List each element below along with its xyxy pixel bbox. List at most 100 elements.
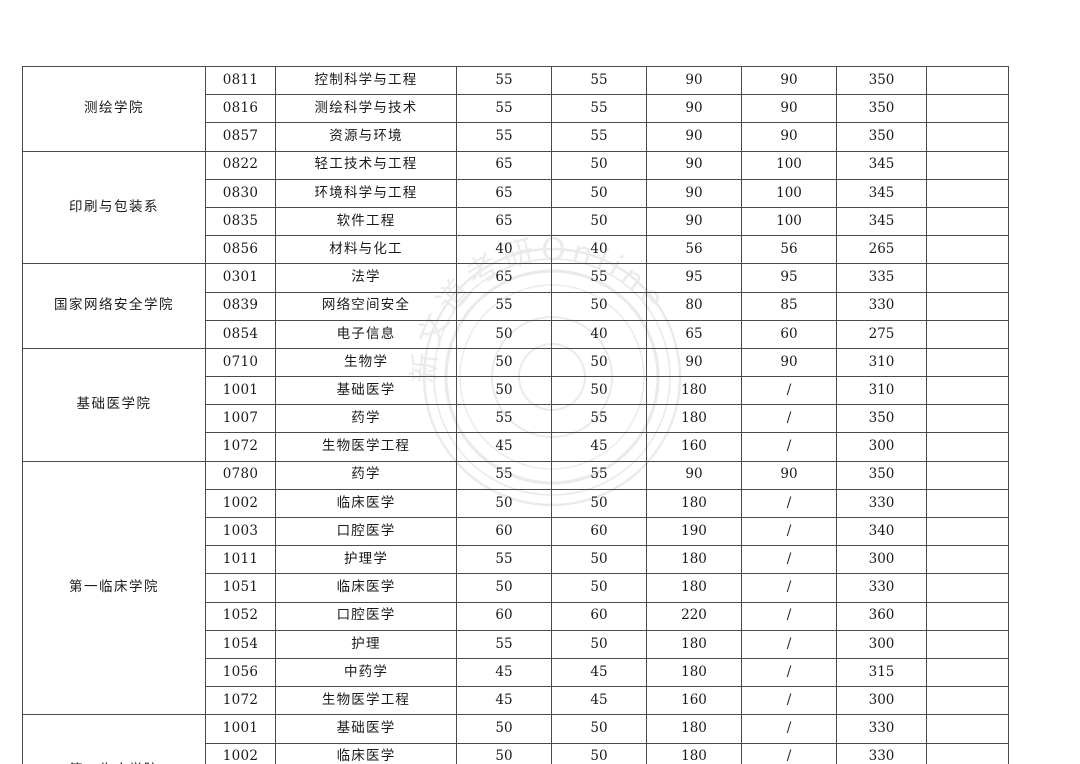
major-name-cell: 轻工技术与工程 xyxy=(275,150,457,180)
major-code-cell: 1001 xyxy=(205,714,276,744)
score-subject4-cell: 90 xyxy=(741,347,837,378)
major-code-cell: 0856 xyxy=(205,235,276,265)
major-name-cell: 中药学 xyxy=(275,657,457,688)
major-code-cell: 1072 xyxy=(205,686,276,716)
score-foreign-cell: 45 xyxy=(551,657,647,688)
score-subject4-cell: 90 xyxy=(741,65,837,96)
major-name-cell: 软件工程 xyxy=(275,206,457,237)
score-political-cell: 60 xyxy=(456,601,552,631)
score-line-table: 测绘学院 0811 控制科学与工程 55 55 90 90 350 0816 测绘科学与技术 55 5… xyxy=(22,65,1009,764)
table-row: 第一临床学院 0780 药学 55 55 90 90 350 xyxy=(22,460,1009,716)
score-subject4-cell: / xyxy=(741,376,837,406)
major-code-cell: 0301 xyxy=(205,263,276,293)
college-name-cell: 第二临床学院 xyxy=(22,714,206,764)
score-subject4-cell: / xyxy=(741,742,837,764)
major-name-cell: 口腔医学 xyxy=(275,601,457,631)
major-code-cell: 0835 xyxy=(205,206,276,237)
score-subject3-cell: 220 xyxy=(646,601,742,631)
score-political-cell: 55 xyxy=(456,460,552,490)
remark-cell xyxy=(926,432,1009,462)
score-subject4-cell: / xyxy=(741,657,837,688)
major-code-cell: 1007 xyxy=(205,404,276,434)
major-name-cell: 材料与化工 xyxy=(275,235,457,265)
score-foreign-cell: 50 xyxy=(551,178,647,208)
score-subject4-cell: 56 xyxy=(741,235,837,265)
score-total-cell: 350 xyxy=(836,94,927,124)
major-code-cell: 0830 xyxy=(205,178,276,208)
score-subject3-cell: 95 xyxy=(646,263,742,293)
remark-cell xyxy=(926,291,1009,321)
score-subject3-cell: 90 xyxy=(646,347,742,378)
major-code-cell: 0780 xyxy=(205,460,276,490)
major-code-cell: 0822 xyxy=(205,150,276,180)
score-foreign-cell: 55 xyxy=(551,122,647,152)
score-foreign-cell: 50 xyxy=(551,488,647,519)
score-subject4-cell: / xyxy=(741,714,837,744)
score-foreign-cell: 50 xyxy=(551,291,647,321)
major-name-cell: 生物医学工程 xyxy=(275,432,457,462)
score-total-cell: 300 xyxy=(836,432,927,462)
score-subject4-cell: 100 xyxy=(741,150,837,180)
score-subject4-cell: / xyxy=(741,573,837,603)
score-subject4-cell: 60 xyxy=(741,319,837,349)
score-political-cell: 55 xyxy=(456,404,552,434)
score-subject3-cell: 90 xyxy=(646,65,742,96)
remark-cell xyxy=(926,460,1009,490)
score-foreign-cell: 55 xyxy=(551,460,647,490)
score-total-cell: 335 xyxy=(836,263,927,293)
score-subject4-cell: / xyxy=(741,545,837,575)
score-subject3-cell: 56 xyxy=(646,235,742,265)
major-code-cell: 1072 xyxy=(205,432,276,462)
table-row: 1072 生物医学工程 45 45 160/300 xyxy=(23,686,1009,716)
score-political-cell: 50 xyxy=(456,573,552,603)
remark-cell xyxy=(926,65,1009,96)
remark-cell xyxy=(926,319,1009,349)
score-total-cell: 330 xyxy=(836,573,927,603)
score-foreign-cell: 50 xyxy=(551,150,647,180)
score-subject3-cell: 180 xyxy=(646,488,742,519)
major-code-cell: 1052 xyxy=(205,601,276,631)
major-name-cell: 临床医学 xyxy=(275,573,457,603)
score-subject4-cell: / xyxy=(741,686,837,716)
score-total-cell: 350 xyxy=(836,460,927,490)
score-subject3-cell: 180 xyxy=(646,742,742,764)
table-row: 0835 软件工程 65 50 90 100 345 xyxy=(23,206,1009,237)
major-code-cell: 1002 xyxy=(205,742,276,764)
score-total-cell: 300 xyxy=(836,629,927,659)
major-name-cell: 护理学 xyxy=(275,545,457,575)
score-foreign-cell: 50 xyxy=(551,347,647,378)
remark-cell xyxy=(926,686,1009,716)
score-political-cell: 50 xyxy=(456,376,552,406)
score-total-cell: 330 xyxy=(836,488,927,519)
remark-cell xyxy=(926,206,1009,237)
score-political-cell: 45 xyxy=(456,686,552,716)
score-political-cell: 55 xyxy=(456,545,552,575)
score-total-cell: 350 xyxy=(836,122,927,152)
table-row: 0857 资源与环境 55 55 90 90 350 xyxy=(23,122,1009,152)
major-code-cell: 0816 xyxy=(205,94,276,124)
score-subject4-cell: 90 xyxy=(741,94,837,124)
score-subject4-cell: 100 xyxy=(741,206,837,237)
major-code-cell: 1051 xyxy=(205,573,276,603)
score-foreign-cell: 50 xyxy=(551,573,647,603)
score-subject4-cell: / xyxy=(741,404,837,434)
score-foreign-cell: 55 xyxy=(551,404,647,434)
major-code-cell: 0811 xyxy=(205,65,276,96)
major-name-cell: 临床医学 xyxy=(275,488,457,519)
score-total-cell: 345 xyxy=(836,206,927,237)
score-political-cell: 45 xyxy=(456,657,552,688)
remark-cell xyxy=(926,545,1009,575)
score-political-cell: 65 xyxy=(456,263,552,293)
remark-cell xyxy=(926,150,1009,180)
major-code-cell: 1003 xyxy=(205,516,276,547)
score-subject3-cell: 80 xyxy=(646,291,742,321)
score-political-cell: 65 xyxy=(456,206,552,237)
score-total-cell: 315 xyxy=(836,657,927,688)
table-row: 1003 口腔医学 60 60 190/340 xyxy=(23,516,1009,547)
major-code-cell: 0854 xyxy=(205,319,276,349)
major-code-cell: 0710 xyxy=(205,347,276,378)
major-code-cell: 1002 xyxy=(205,488,276,519)
score-subject3-cell: 180 xyxy=(646,376,742,406)
score-subject4-cell: / xyxy=(741,432,837,462)
